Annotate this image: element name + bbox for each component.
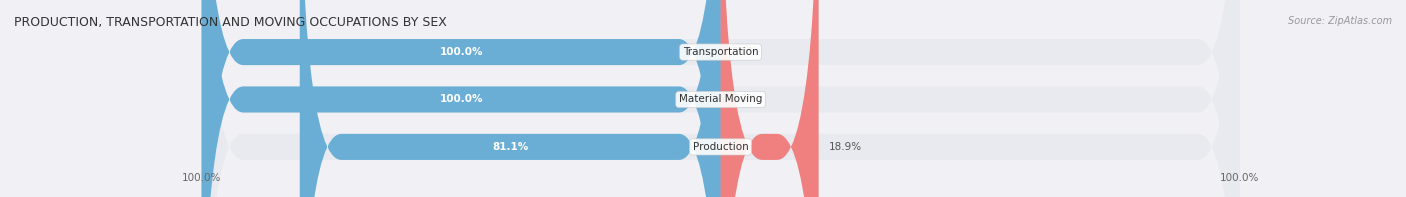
Text: Production: Production xyxy=(693,142,748,152)
FancyBboxPatch shape xyxy=(201,0,1240,197)
Text: 18.9%: 18.9% xyxy=(830,142,862,152)
FancyBboxPatch shape xyxy=(201,0,721,197)
Text: 100.0%: 100.0% xyxy=(440,95,482,104)
Text: 100.0%: 100.0% xyxy=(440,47,482,57)
Text: 81.1%: 81.1% xyxy=(492,142,529,152)
Text: 100.0%: 100.0% xyxy=(181,173,221,183)
Text: Material Moving: Material Moving xyxy=(679,95,762,104)
Text: 0.0%: 0.0% xyxy=(731,95,758,104)
Text: Transportation: Transportation xyxy=(683,47,758,57)
FancyBboxPatch shape xyxy=(201,0,1240,197)
Text: PRODUCTION, TRANSPORTATION AND MOVING OCCUPATIONS BY SEX: PRODUCTION, TRANSPORTATION AND MOVING OC… xyxy=(14,16,447,29)
FancyBboxPatch shape xyxy=(201,0,721,197)
Text: Source: ZipAtlas.com: Source: ZipAtlas.com xyxy=(1288,16,1392,26)
FancyBboxPatch shape xyxy=(721,0,818,197)
Text: 100.0%: 100.0% xyxy=(1220,173,1260,183)
FancyBboxPatch shape xyxy=(201,0,1240,197)
Text: 0.0%: 0.0% xyxy=(731,47,758,57)
FancyBboxPatch shape xyxy=(299,0,721,197)
